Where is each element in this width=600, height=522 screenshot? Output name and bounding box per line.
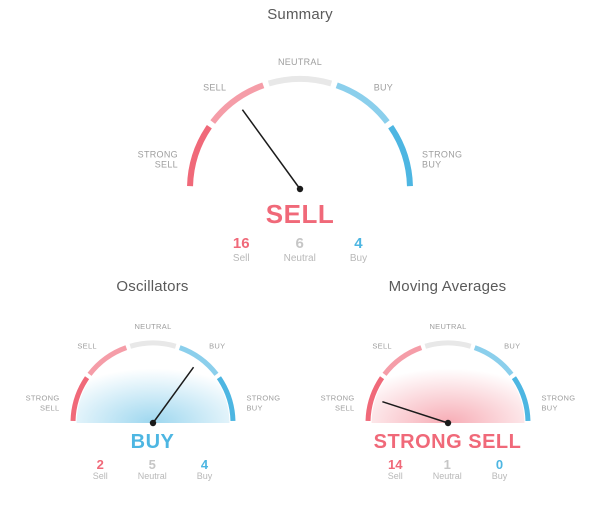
summary-sell-label: Sell [233,253,250,264]
movingavg-panel: Moving Averages STRONGSELLSELLNEUTRALBUY… [305,278,590,482]
svg-text:SELL: SELL [372,341,392,350]
svg-text:NEUTRAL: NEUTRAL [278,57,322,67]
svg-text:STRONG: STRONG [320,393,354,402]
movingavg-title: Moving Averages [305,278,590,295]
summary-sell-count: 16 [233,236,250,253]
movingavg-sell-count: 14 [388,458,403,472]
summary-neutral-label: Neutral [284,253,316,264]
svg-text:STRONG: STRONG [25,393,59,402]
movingavg-buy-count: 0 [492,458,508,472]
summary-buy-label: Buy [350,253,367,264]
oscillators-title: Oscillators [10,278,295,295]
movingavg-verdict: STRONG SELL [305,431,590,454]
oscillators-buy-count: 4 [197,458,213,472]
svg-text:SELL: SELL [155,159,178,169]
svg-text:BUY: BUY [541,403,557,412]
summary-counters: 16 Sell 6 Neutral 4 Buy [10,236,590,264]
svg-text:STRONG: STRONG [138,149,178,159]
svg-text:BUY: BUY [209,341,225,350]
svg-text:BUY: BUY [374,82,393,92]
summary-gauge: STRONGSELLSELLNEUTRALBUYSTRONGBUY [10,29,590,199]
svg-text:STRONG: STRONG [246,393,280,402]
svg-text:NEUTRAL: NEUTRAL [429,322,466,331]
svg-text:SELL: SELL [203,82,226,92]
movingavg-neutral-count: 1 [433,458,462,472]
summary-title: Summary [10,6,590,23]
oscillators-panel: Oscillators STRONGSELLSELLNEUTRALBUYSTRO… [10,278,295,482]
movingavg-counters: 14Sell 1Neutral 0Buy [305,458,590,482]
svg-text:STRONG: STRONG [422,149,462,159]
svg-text:NEUTRAL: NEUTRAL [134,322,171,331]
oscillators-verdict: BUY [10,431,295,454]
oscillators-counters: 2Sell 5Neutral 4Buy [10,458,295,482]
svg-text:BUY: BUY [246,403,262,412]
svg-text:STRONG: STRONG [541,393,575,402]
svg-text:BUY: BUY [422,159,441,169]
summary-neutral-count: 6 [284,236,316,253]
svg-text:SELL: SELL [334,403,354,412]
summary-verdict: SELL [10,199,590,230]
summary-panel: Summary STRONGSELLSELLNEUTRALBUYSTRONGBU… [10,6,590,264]
movingavg-gauge: STRONGSELLSELLNEUTRALBUYSTRONGBUY [305,301,590,431]
summary-buy-count: 4 [350,236,367,253]
oscillators-neutral-count: 5 [138,458,167,472]
oscillators-sell-count: 2 [93,458,108,472]
oscillators-gauge: STRONGSELLSELLNEUTRALBUYSTRONGBUY [10,301,295,431]
svg-text:SELL: SELL [39,403,59,412]
svg-text:BUY: BUY [504,341,520,350]
svg-text:SELL: SELL [77,341,97,350]
